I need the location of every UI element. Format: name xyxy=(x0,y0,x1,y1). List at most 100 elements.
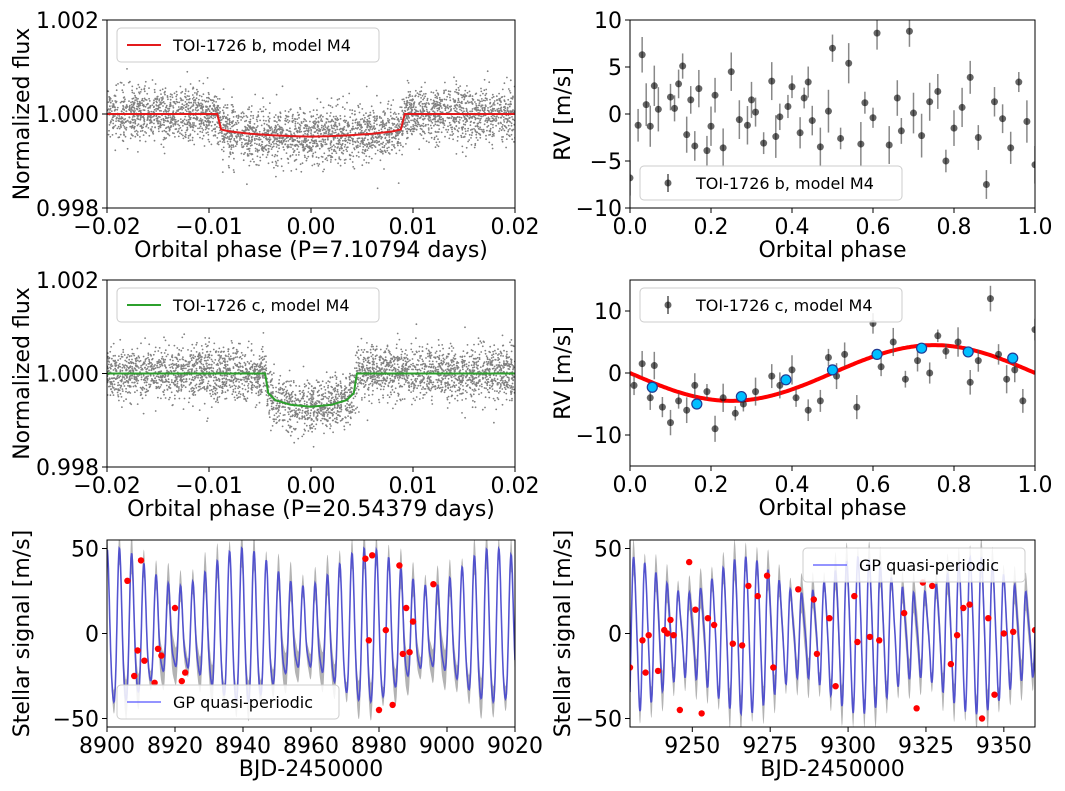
flux-point xyxy=(235,123,238,125)
flux-point xyxy=(422,360,424,363)
flux-point xyxy=(229,127,232,130)
flux-point xyxy=(112,127,115,130)
flux-point xyxy=(256,116,258,118)
flux-point xyxy=(300,130,303,133)
flux-point xyxy=(189,83,192,85)
flux-point xyxy=(167,110,170,113)
flux-point xyxy=(326,112,328,115)
flux-point xyxy=(126,147,129,150)
flux-point xyxy=(149,119,152,121)
flux-point xyxy=(390,133,393,136)
flux-point xyxy=(371,147,373,149)
flux-point xyxy=(272,372,275,374)
flux-point xyxy=(187,349,189,351)
flux-point xyxy=(137,123,140,126)
flux-point xyxy=(369,128,371,130)
flux-point xyxy=(407,91,410,93)
flux-point xyxy=(206,356,209,359)
flux-point xyxy=(124,98,126,101)
flux-point xyxy=(156,101,158,104)
flux-point xyxy=(216,104,219,107)
flux-point xyxy=(281,131,284,134)
flux-point xyxy=(344,121,347,124)
rv-point xyxy=(857,140,865,148)
flux-point xyxy=(330,159,332,161)
flux-point xyxy=(336,117,339,120)
flux-point xyxy=(150,129,153,132)
flux-point xyxy=(500,129,503,132)
flux-point xyxy=(235,348,238,351)
flux-point xyxy=(327,131,330,134)
flux-point xyxy=(194,92,196,94)
flux-point xyxy=(324,143,327,146)
flux-point xyxy=(133,118,136,121)
flux-point xyxy=(267,148,270,150)
flux-point xyxy=(368,125,371,128)
flux-point xyxy=(493,107,496,110)
flux-point xyxy=(279,115,282,118)
flux-point xyxy=(131,381,134,384)
flux-point xyxy=(235,115,238,117)
flux-point xyxy=(439,121,441,123)
flux-point xyxy=(323,386,326,388)
flux-point xyxy=(406,109,409,111)
flux-point xyxy=(235,385,237,388)
flux-point xyxy=(378,124,381,127)
flux-point xyxy=(205,126,208,129)
flux-point xyxy=(200,102,202,105)
flux-point xyxy=(315,416,318,419)
flux-point xyxy=(349,158,352,161)
flux-point xyxy=(425,108,428,111)
flux-point xyxy=(166,126,168,129)
flux-point xyxy=(234,140,237,143)
flux-point xyxy=(354,119,357,122)
flux-point xyxy=(480,383,483,386)
flux-point xyxy=(306,379,309,382)
rv-point xyxy=(735,116,743,124)
flux-point xyxy=(284,117,287,120)
flux-point xyxy=(512,118,515,121)
flux-point xyxy=(465,397,467,400)
flux-point xyxy=(315,379,318,382)
flux-point xyxy=(170,125,173,127)
rv-point xyxy=(845,59,853,67)
flux-point xyxy=(385,122,387,125)
flux-point xyxy=(223,377,226,380)
flux-point xyxy=(509,79,512,82)
y-tick-label: 1.000 xyxy=(36,103,99,128)
flux-point xyxy=(439,350,441,352)
flux-point xyxy=(458,106,460,108)
flux-point xyxy=(355,145,358,148)
flux-point xyxy=(214,382,216,385)
flux-point xyxy=(480,104,483,107)
flux-point xyxy=(281,130,284,133)
flux-point xyxy=(226,122,229,125)
flux-point xyxy=(365,161,368,164)
flux-point xyxy=(134,96,137,99)
legend-point-marker xyxy=(664,179,672,187)
flux-point xyxy=(469,124,472,127)
flux-point xyxy=(201,119,204,121)
flux-point xyxy=(501,88,504,91)
flux-point xyxy=(461,127,464,130)
flux-point xyxy=(393,146,396,149)
flux-point xyxy=(423,93,425,95)
flux-point xyxy=(381,150,384,153)
flux-point xyxy=(472,98,475,101)
flux-point xyxy=(154,97,157,100)
flux-point xyxy=(109,101,112,104)
flux-point xyxy=(353,148,356,151)
flux-point xyxy=(110,346,112,348)
flux-point xyxy=(265,132,268,135)
flux-point xyxy=(446,398,449,401)
flux-point xyxy=(237,350,239,353)
flux-point xyxy=(463,93,466,96)
flux-point xyxy=(316,97,319,100)
rv-point xyxy=(873,29,881,37)
flux-point xyxy=(276,150,279,153)
flux-point xyxy=(219,361,221,364)
flux-point xyxy=(305,137,307,140)
flux-point xyxy=(121,388,124,390)
flux-point xyxy=(144,140,147,143)
flux-point xyxy=(491,117,494,119)
